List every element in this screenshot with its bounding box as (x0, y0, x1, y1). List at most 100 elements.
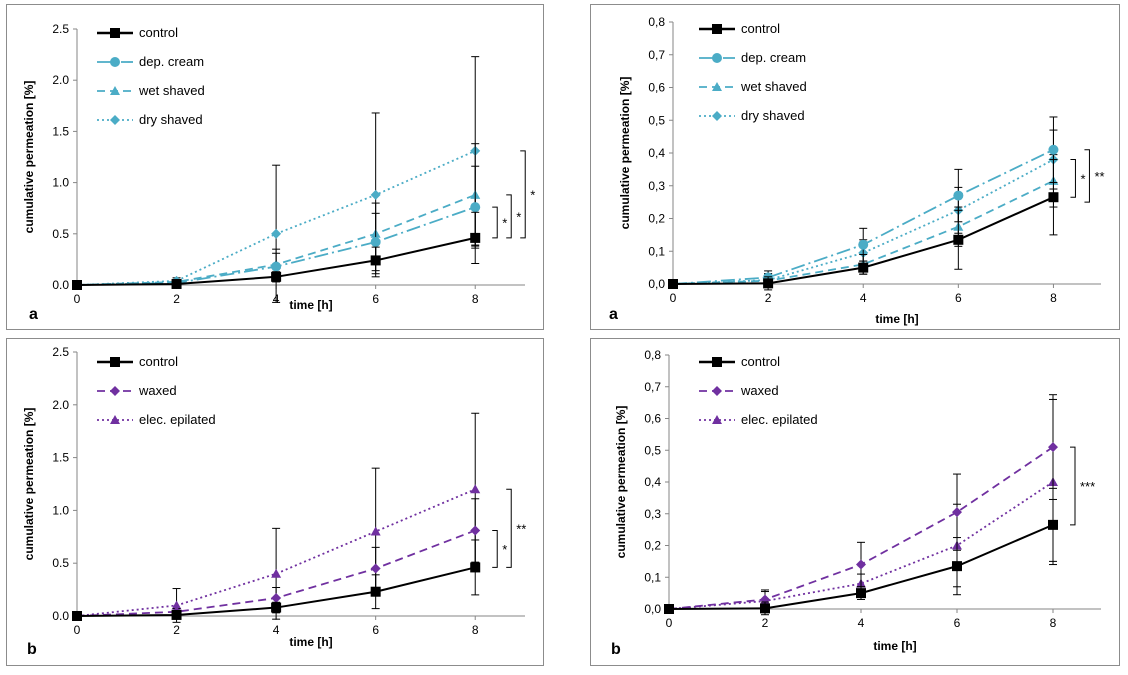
chart-bottom-left: 0.0 0.5 1.0 1.5 2.0 2.5 0 2 4 6 8 time [h] cumulativ… (22, 345, 526, 658)
legend-item: waxed (97, 383, 177, 398)
legend-swatch-marker (110, 386, 120, 396)
x-tick-label: 2 (173, 292, 180, 306)
legend-swatch-marker (712, 53, 722, 63)
data-point (470, 232, 481, 243)
chart-top-right: 0,0 0,1 0,2 0,3 0,4 0,5 0,6 0,7 0,8 0 2 4 6 8 time [h]… (609, 15, 1105, 326)
legend-item: dep. cream (699, 50, 806, 65)
significance-bracket (506, 488, 512, 568)
data-point (856, 559, 866, 570)
y-axis-title: cumulative permeation [%] (22, 408, 36, 561)
y-axis-title: cumulative permeation [%] (618, 77, 632, 230)
series-line (672, 180, 1054, 285)
data-point (858, 262, 869, 273)
legend-swatch-marker (110, 57, 120, 67)
x-axis-title: time [h] (289, 635, 332, 649)
data-point (952, 561, 962, 572)
x-axis-title: time [h] (873, 639, 916, 653)
legend-item: control (699, 21, 780, 36)
legend-label: wet shaved (138, 83, 205, 98)
legend-swatch-marker (110, 415, 120, 424)
x-tick-label: 6 (955, 291, 962, 305)
significance-label: *** (1080, 479, 1095, 494)
y-tick-label: 0,4 (648, 146, 665, 160)
data-point (72, 280, 82, 290)
data-point (171, 600, 182, 610)
data-point (271, 602, 282, 613)
legend-swatch-marker (712, 357, 722, 367)
data-point (271, 228, 282, 239)
legend-swatch-marker (110, 115, 120, 125)
legend-label: waxed (740, 383, 779, 398)
data-point (664, 604, 674, 614)
data-point (1048, 519, 1058, 530)
y-tick-label: 0,8 (644, 348, 661, 362)
panel-label: b (27, 641, 37, 658)
y-tick-label: 1.5 (52, 451, 69, 465)
chart-panel-bottom-left: 0.0 0.5 1.0 1.5 2.0 2.5 0 2 4 6 8 time [h] cumulativ… (6, 338, 544, 666)
legend-label: dep. cream (741, 50, 806, 65)
series-waxed (664, 394, 1058, 614)
x-tick-label: 4 (858, 616, 865, 630)
legend-swatch-marker (110, 86, 120, 95)
y-tick-label: 1.0 (52, 176, 69, 190)
x-tick-label: 8 (472, 292, 479, 306)
chart-panel-bottom-right: 0,0 0,1 0,2 0,3 0,4 0,5 0,6 0,7 0,8 0 2 4 6 8 time [h]… (590, 338, 1120, 666)
legend-item: dry shaved (699, 108, 805, 123)
data-point (1048, 144, 1059, 155)
panel-label: a (609, 306, 618, 323)
significance-bracket (1070, 159, 1076, 198)
x-tick-label: 4 (273, 623, 280, 637)
significance-bracket (506, 194, 512, 239)
data-point (171, 278, 182, 289)
data-point (370, 586, 381, 597)
y-tick-label: 0,8 (648, 15, 665, 29)
significance-bracket (492, 206, 498, 239)
chart-bottom-right: 0,0 0,1 0,2 0,3 0,4 0,5 0,6 0,7 0,8 0 2 4 6 8 time [h]… (611, 348, 1101, 658)
y-tick-label: 0,1 (644, 570, 661, 584)
legend-label: control (741, 21, 780, 36)
x-axis-title: time [h] (875, 312, 918, 326)
significance-label: * (502, 216, 507, 231)
chart-panel-top-right: 0,0 0,1 0,2 0,3 0,4 0,5 0,6 0,7 0,8 0 2 4 6 8 time [h]… (590, 4, 1120, 330)
legend-item: elec. epilated (699, 412, 818, 427)
x-tick-label: 6 (372, 292, 379, 306)
x-tick-label: 0 (74, 623, 81, 637)
x-tick-label: 4 (860, 291, 867, 305)
data-point (470, 484, 481, 494)
x-tick-label: 6 (954, 616, 961, 630)
legend-label: control (139, 25, 178, 40)
data-point (271, 271, 282, 282)
data-point (72, 611, 82, 621)
legend-item: dep. cream (97, 54, 204, 69)
series-line (668, 481, 1054, 610)
y-tick-label: 0,0 (644, 602, 661, 616)
y-tick-label: 1.5 (52, 124, 69, 138)
y-axis-title: cumulative permeation [%] (614, 406, 628, 559)
data-point (953, 234, 964, 245)
data-point (856, 588, 866, 599)
y-tick-label: 0.5 (52, 556, 69, 570)
legend-label: dry shaved (741, 108, 805, 123)
significance-bracket (1070, 446, 1076, 526)
legend-swatch-marker (110, 357, 120, 367)
x-tick-label: 2 (762, 616, 769, 630)
y-tick-label: 0.5 (52, 227, 69, 241)
significance-label: ** (1094, 169, 1104, 184)
y-tick-label: 0,7 (648, 48, 665, 62)
x-tick-label: 8 (1050, 616, 1057, 630)
data-point (470, 202, 481, 213)
data-point (470, 525, 481, 536)
legend-swatch-marker (712, 386, 722, 396)
y-tick-label: 2.0 (52, 73, 69, 87)
data-point (668, 279, 678, 289)
significance-label: ** (516, 521, 526, 536)
legend-label: dry shaved (139, 112, 203, 127)
y-tick-label: 0.0 (52, 609, 69, 623)
significance-label: * (502, 542, 507, 557)
x-tick-label: 0 (666, 616, 673, 630)
series-control (668, 159, 1059, 291)
y-tick-label: 0,6 (644, 412, 661, 426)
legend-item: control (97, 354, 178, 369)
series-line (76, 488, 476, 617)
